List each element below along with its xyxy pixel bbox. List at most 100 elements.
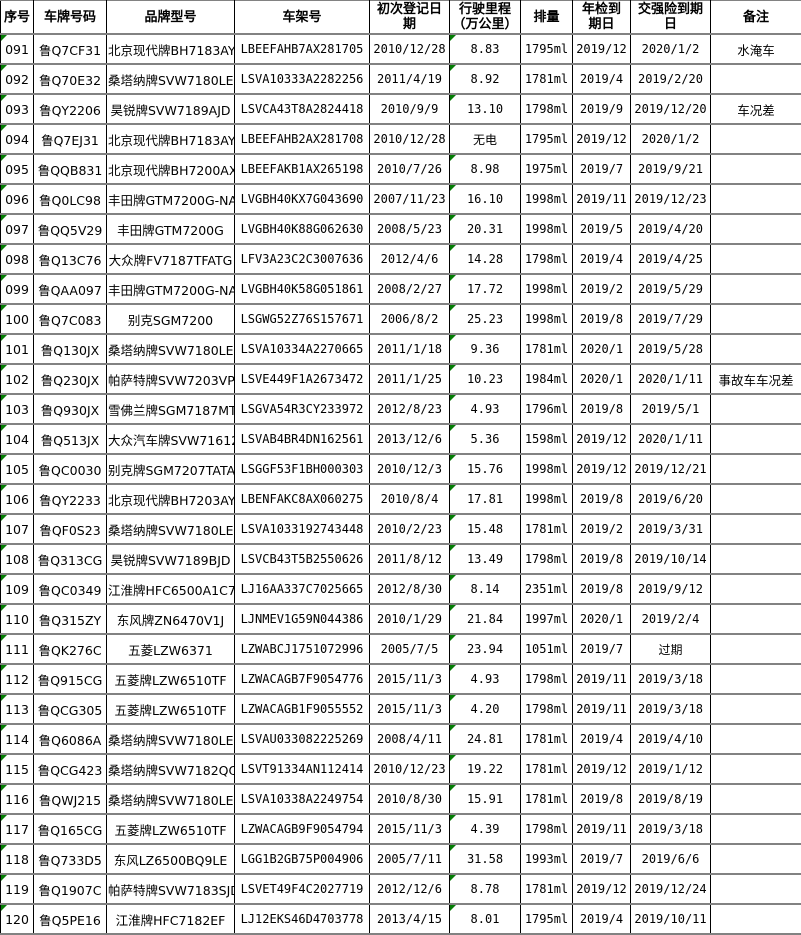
cell-displacement[interactable]: 1796ml bbox=[521, 394, 573, 424]
cell-insurance-due[interactable]: 2020/1/2 bbox=[631, 34, 711, 64]
cell-vin[interactable]: LSGGF53F1BH000303 bbox=[235, 454, 370, 484]
column-header-inspection_due[interactable]: 年检到 期日 bbox=[573, 1, 631, 35]
cell-vin[interactable]: LSVA10333A2282256 bbox=[235, 64, 370, 94]
cell-reg-date[interactable]: 2010/8/4 bbox=[370, 484, 450, 514]
cell-reg-date[interactable]: 2010/1/29 bbox=[370, 604, 450, 634]
cell-index[interactable]: 115 bbox=[1, 754, 34, 784]
cell-displacement[interactable]: 1975ml bbox=[521, 154, 573, 184]
cell-displacement[interactable]: 1781ml bbox=[521, 64, 573, 94]
cell-reg-date[interactable]: 2013/12/6 bbox=[370, 424, 450, 454]
cell-index[interactable]: 093 bbox=[1, 94, 34, 124]
cell-mileage[interactable]: 19.22 bbox=[450, 754, 521, 784]
cell-index[interactable]: 109 bbox=[1, 574, 34, 604]
cell-inspection-due[interactable]: 2019/7 bbox=[573, 634, 631, 664]
cell-model[interactable]: 江淮牌HFC6500A1C7F bbox=[107, 574, 235, 604]
cell-plate[interactable]: 鲁Q7CF31 bbox=[34, 34, 107, 64]
cell-displacement[interactable]: 1798ml bbox=[521, 94, 573, 124]
cell-displacement[interactable]: 1998ml bbox=[521, 274, 573, 304]
cell-index[interactable]: 102 bbox=[1, 364, 34, 394]
cell-model[interactable]: 桑塔纳牌SVW7180LED bbox=[107, 784, 235, 814]
cell-displacement[interactable]: 1781ml bbox=[521, 874, 573, 904]
cell-remark[interactable] bbox=[711, 844, 801, 874]
cell-reg-date[interactable]: 2015/11/3 bbox=[370, 814, 450, 844]
cell-plate[interactable]: 鲁QAA097 bbox=[34, 274, 107, 304]
cell-insurance-due[interactable]: 2020/1/11 bbox=[631, 364, 711, 394]
cell-displacement[interactable]: 1598ml bbox=[521, 424, 573, 454]
cell-reg-date[interactable]: 2007/11/23 bbox=[370, 184, 450, 214]
cell-remark[interactable] bbox=[711, 874, 801, 904]
column-header-displacement[interactable]: 排量 bbox=[521, 1, 573, 35]
cell-plate[interactable]: 鲁Q6086A bbox=[34, 724, 107, 754]
cell-plate[interactable]: 鲁Q313CG bbox=[34, 544, 107, 574]
cell-inspection-due[interactable]: 2019/7 bbox=[573, 154, 631, 184]
cell-model[interactable]: 江淮牌HFC7182EF bbox=[107, 904, 235, 934]
cell-reg-date[interactable]: 2010/7/26 bbox=[370, 154, 450, 184]
cell-mileage[interactable]: 25.23 bbox=[450, 304, 521, 334]
cell-insurance-due[interactable]: 2020/1/11 bbox=[631, 424, 711, 454]
cell-inspection-due[interactable]: 2020/1 bbox=[573, 604, 631, 634]
cell-vin[interactable]: LZWACAGB1F9055552 bbox=[235, 694, 370, 724]
cell-reg-date[interactable]: 2013/4/15 bbox=[370, 904, 450, 934]
cell-vin[interactable]: LSVA10334A2270665 bbox=[235, 334, 370, 364]
cell-remark[interactable] bbox=[711, 304, 801, 334]
cell-plate[interactable]: 鲁Q513JX bbox=[34, 424, 107, 454]
cell-model[interactable]: 别克牌SGM7207TATA bbox=[107, 454, 235, 484]
cell-inspection-due[interactable]: 2019/11 bbox=[573, 664, 631, 694]
cell-index[interactable]: 097 bbox=[1, 214, 34, 244]
cell-mileage[interactable]: 15.76 bbox=[450, 454, 521, 484]
cell-displacement[interactable]: 1781ml bbox=[521, 754, 573, 784]
cell-mileage[interactable]: 4.20 bbox=[450, 694, 521, 724]
cell-reg-date[interactable]: 2010/9/9 bbox=[370, 94, 450, 124]
cell-reg-date[interactable]: 2008/2/27 bbox=[370, 274, 450, 304]
cell-model[interactable]: 桑塔纳牌SVW7182QQD bbox=[107, 754, 235, 784]
cell-inspection-due[interactable]: 2019/4 bbox=[573, 64, 631, 94]
cell-model[interactable]: 北京现代牌BH7200AX bbox=[107, 154, 235, 184]
column-header-vin[interactable]: 车架号 bbox=[235, 1, 370, 35]
cell-mileage[interactable]: 21.84 bbox=[450, 604, 521, 634]
cell-remark[interactable] bbox=[711, 814, 801, 844]
cell-reg-date[interactable]: 2011/4/19 bbox=[370, 64, 450, 94]
cell-index[interactable]: 120 bbox=[1, 904, 34, 934]
cell-mileage[interactable]: 8.92 bbox=[450, 64, 521, 94]
cell-inspection-due[interactable]: 2019/8 bbox=[573, 484, 631, 514]
cell-vin[interactable]: LSVAU033082225269 bbox=[235, 724, 370, 754]
cell-inspection-due[interactable]: 2019/11 bbox=[573, 814, 631, 844]
cell-insurance-due[interactable]: 2019/5/28 bbox=[631, 334, 711, 364]
cell-index[interactable]: 112 bbox=[1, 664, 34, 694]
cell-reg-date[interactable]: 2008/4/11 bbox=[370, 724, 450, 754]
cell-inspection-due[interactable]: 2019/12 bbox=[573, 454, 631, 484]
cell-mileage[interactable]: 9.36 bbox=[450, 334, 521, 364]
cell-mileage[interactable]: 31.58 bbox=[450, 844, 521, 874]
cell-vin[interactable]: LVGBH40K58G051861 bbox=[235, 274, 370, 304]
cell-remark[interactable] bbox=[711, 754, 801, 784]
cell-plate[interactable]: 鲁Q7C083 bbox=[34, 304, 107, 334]
cell-plate[interactable]: 鲁QK276C bbox=[34, 634, 107, 664]
cell-mileage[interactable]: 17.72 bbox=[450, 274, 521, 304]
cell-vin[interactable]: LGG1B2GB75P004906 bbox=[235, 844, 370, 874]
cell-inspection-due[interactable]: 2020/1 bbox=[573, 334, 631, 364]
cell-remark[interactable] bbox=[711, 574, 801, 604]
cell-model[interactable]: 北京现代牌BH7183AY bbox=[107, 34, 235, 64]
cell-reg-date[interactable]: 2012/12/6 bbox=[370, 874, 450, 904]
cell-plate[interactable]: 鲁Q915CG bbox=[34, 664, 107, 694]
cell-reg-date[interactable]: 2015/11/3 bbox=[370, 664, 450, 694]
cell-reg-date[interactable]: 2005/7/11 bbox=[370, 844, 450, 874]
cell-vin[interactable]: LSVCB43T5B2550626 bbox=[235, 544, 370, 574]
column-header-remark[interactable]: 备注 bbox=[711, 1, 801, 35]
cell-displacement[interactable]: 1993ml bbox=[521, 844, 573, 874]
cell-reg-date[interactable]: 2011/1/18 bbox=[370, 334, 450, 364]
cell-plate[interactable]: 鲁QC0349 bbox=[34, 574, 107, 604]
cell-inspection-due[interactable]: 2019/2 bbox=[573, 274, 631, 304]
cell-insurance-due[interactable]: 2019/3/18 bbox=[631, 814, 711, 844]
cell-inspection-due[interactable]: 2020/1 bbox=[573, 364, 631, 394]
cell-vin[interactable]: LBEEFAHB7AX281705 bbox=[235, 34, 370, 64]
cell-remark[interactable]: 事故车车况差 bbox=[711, 364, 801, 394]
cell-displacement[interactable]: 2351ml bbox=[521, 574, 573, 604]
cell-displacement[interactable]: 1798ml bbox=[521, 544, 573, 574]
cell-mileage[interactable]: 8.14 bbox=[450, 574, 521, 604]
cell-insurance-due[interactable]: 2019/1/12 bbox=[631, 754, 711, 784]
cell-plate[interactable]: 鲁Q5PE16 bbox=[34, 904, 107, 934]
cell-plate[interactable]: 鲁Q165CG bbox=[34, 814, 107, 844]
cell-inspection-due[interactable]: 2019/12 bbox=[573, 424, 631, 454]
cell-mileage[interactable]: 8.78 bbox=[450, 874, 521, 904]
